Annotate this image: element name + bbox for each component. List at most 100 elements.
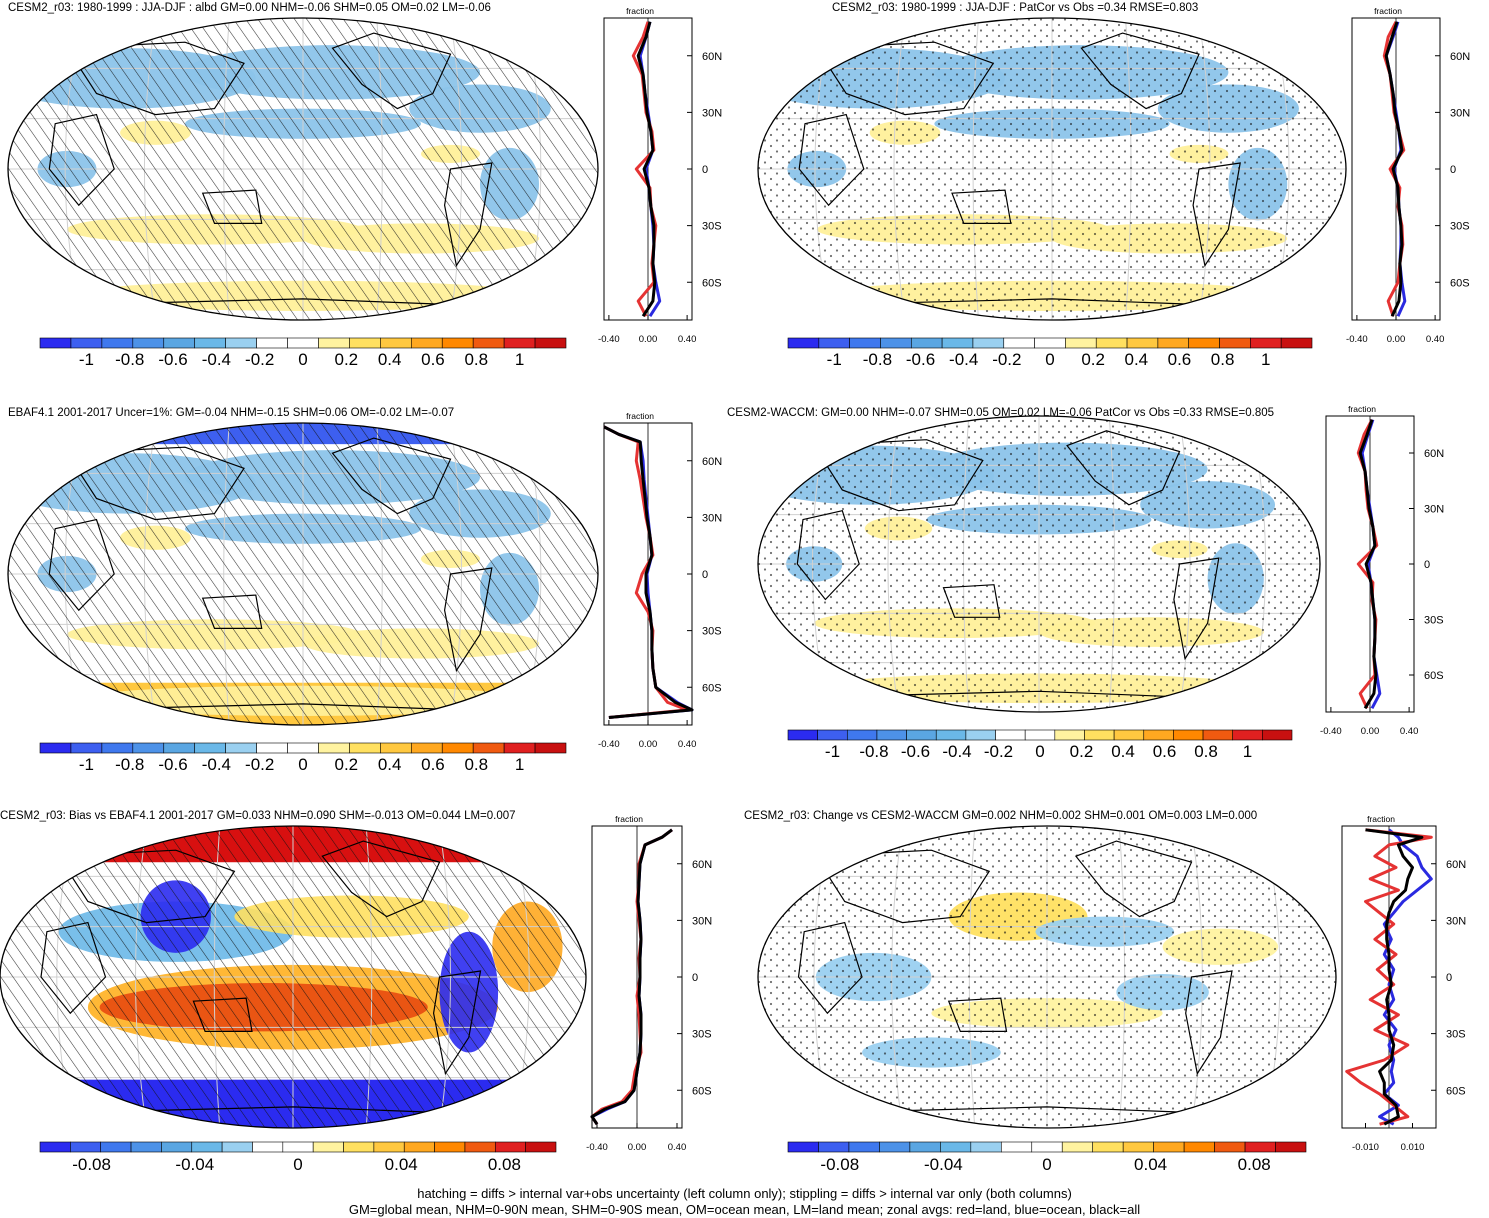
colorbar-swatch [1061, 1141, 1094, 1153]
colorbar-swatch [965, 729, 996, 741]
colorbar-swatch [909, 1141, 941, 1153]
colorbar-label: 0.4 [378, 350, 402, 369]
colorbar-swatch [70, 337, 103, 349]
y-tick-label: 60N [1446, 859, 1466, 871]
map-panel-2 [757, 17, 1347, 321]
colorbar-label: -0.8 [859, 742, 888, 761]
colorbar-label: 0.2 [1070, 742, 1094, 761]
panel-4-title: CESM2-WACCM: GM=0.00 NHM=-0.07 SHM=0.05 … [727, 407, 1275, 419]
map-panel-3 [7, 422, 599, 726]
footer-line-1: hatching = diffs > internal var+obs unce… [417, 1186, 1072, 1201]
colorbar-swatch [880, 337, 912, 349]
zonal-xlabel: fraction [626, 6, 654, 16]
x-tick-label: 0.40 [1426, 334, 1445, 345]
x-tick-label: 0.00 [639, 334, 658, 345]
colorbar-swatch [70, 742, 103, 754]
colorbar-swatch [910, 337, 943, 349]
colorbar-swatch [534, 742, 567, 754]
zonal-xlabel: fraction [615, 814, 643, 824]
y-tick-label: 30S [1450, 221, 1470, 233]
x-tick-label: 0.00 [1387, 334, 1406, 345]
colorbar-swatch [1122, 1141, 1154, 1153]
zonal-xlabel: fraction [1367, 814, 1395, 824]
colorbar-swatch [525, 1141, 557, 1153]
x-tick-label: 0.40 [668, 1142, 687, 1153]
colorbar-label: 0.8 [464, 350, 488, 369]
colorbar-1: -1 -0.8 -0.6 -0.4 -0.2 0 0.2 0.4 0.6 0.8 1 [39, 337, 567, 369]
colorbar-label: 0.2 [334, 350, 358, 369]
colorbar-swatch [130, 1141, 162, 1153]
colorbar-label: -0.4 [949, 350, 978, 369]
panel-6-title: CESM2_r03: Change vs CESM2-WACCM GM=0.00… [744, 810, 1258, 822]
zonal-xlabel: fraction [626, 411, 654, 421]
colorbar-swatch [1084, 729, 1115, 741]
colorbar-label: 1 [1243, 742, 1252, 761]
colorbar-swatch [410, 337, 443, 349]
colorbar-swatch [132, 742, 165, 754]
colorbar-label: -0.4 [202, 755, 231, 774]
colorbar-5: -0.08 -0.04 0 0.04 0.08 [39, 1141, 557, 1174]
map-border [757, 17, 1347, 321]
footer-line-2: GM=global mean, NHM=0-90N mean, SHM=0-90… [348, 1202, 1141, 1217]
colorbar-swatch [191, 1141, 223, 1153]
zonal-plot-6: fraction -0.010 0.010 60N 30N 0 30S 60S [1341, 814, 1466, 1153]
series-all [1358, 419, 1378, 710]
colorbar-swatch [256, 742, 288, 754]
colorbar-label: 1 [1261, 350, 1270, 369]
colorbar-label: -0.4 [202, 350, 231, 369]
series-ocean [1378, 828, 1433, 1126]
colorbar-swatch [1280, 337, 1313, 349]
colorbar-swatch [503, 742, 536, 754]
colorbar-swatch [1095, 337, 1128, 349]
colorbar-label: 0.2 [1081, 350, 1105, 369]
map-border [7, 422, 599, 726]
colorbar-swatch [906, 729, 937, 741]
colorbar-swatch [787, 1141, 819, 1153]
zonal-xlabel: fraction [1348, 404, 1376, 414]
colorbar-label: 1 [515, 350, 524, 369]
colorbar-label: -0.6 [901, 742, 930, 761]
colorbar-swatch [787, 337, 820, 349]
panel-1-title: CESM2_r03: 1980-1999 : JJA-DJF : albd GM… [8, 2, 491, 14]
colorbar-swatch [1219, 337, 1251, 349]
colorbar-label: -0.6 [158, 755, 187, 774]
colorbar-swatch [1126, 337, 1159, 349]
y-tick-label: 60S [1424, 670, 1444, 682]
colorbar-swatch [846, 729, 878, 741]
zonal-plot-3: fraction -0.40 0.00 0.40 60N 30N 0 30S 60S [598, 411, 722, 750]
y-tick-label: 30S [1446, 1029, 1466, 1041]
map-panel-1 [7, 17, 599, 321]
panel-3-title: EBAF4.1 2001-2017 Uncer=1%: GM=-0.04 NHM… [8, 407, 455, 419]
colorbar-label: -0.8 [115, 350, 144, 369]
zonal-plot-1: fraction -0.40 0.00 0.40 60N 30N 0 30S 60S [598, 6, 722, 345]
colorbar-swatch [318, 742, 350, 754]
y-tick-label: 30N [702, 107, 722, 119]
colorbar-label: 0.6 [1168, 350, 1192, 369]
colorbar-swatch [1214, 1141, 1246, 1153]
colorbar-swatch [1250, 337, 1282, 349]
colorbar-swatch [312, 1141, 344, 1153]
colorbar-swatch [972, 337, 1005, 349]
colorbar-label: 0 [1042, 1155, 1051, 1174]
colorbar-label: -0.2 [984, 742, 1013, 761]
colorbar-4: -1 -0.8 -0.6 -0.4 -0.2 0 0.2 0.4 0.6 0.8 1 [787, 729, 1293, 761]
colorbar-label: 0.6 [421, 350, 445, 369]
x-tick-label: -0.40 [586, 1142, 608, 1153]
colorbar-swatch [163, 337, 196, 349]
colorbar-swatch [1275, 1141, 1307, 1153]
y-tick-label: 0 [692, 972, 698, 984]
stipple-overlay [758, 18, 1346, 320]
y-tick-label: 0 [1424, 559, 1430, 571]
colorbar-swatch [380, 742, 412, 754]
colorbar-label: 0.04 [385, 1155, 418, 1174]
colorbar-swatch [287, 337, 319, 349]
colorbar-swatch [879, 1141, 911, 1153]
colorbar-swatch [163, 742, 196, 754]
stipple-overlay [758, 826, 1336, 1128]
colorbar-swatch [1183, 1141, 1215, 1153]
x-tick-label: 0.00 [1361, 726, 1380, 737]
colorbar-swatch [995, 729, 1026, 741]
colorbar-swatch [503, 337, 536, 349]
panel-2-title: CESM2_r03: 1980-1999 : JJA-DJF : PatCor … [832, 2, 1199, 14]
hatching-overlay [8, 18, 598, 320]
